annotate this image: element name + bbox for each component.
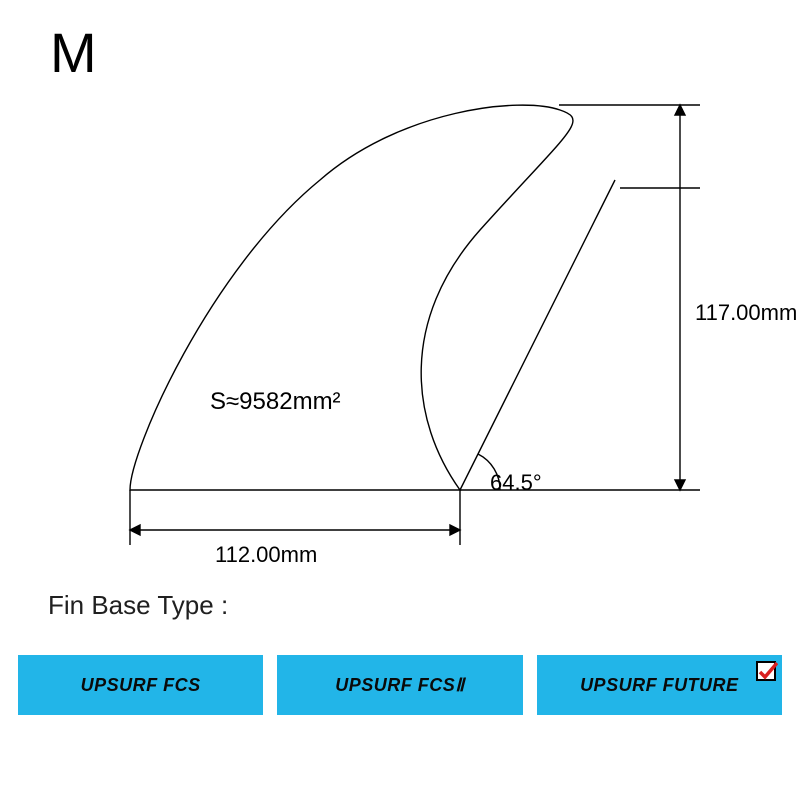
size-letter: M xyxy=(50,20,97,85)
fin-option-label: UPSURF FCS xyxy=(81,675,201,696)
fin-svg xyxy=(60,90,740,560)
fin-option-button[interactable]: UPSURF FCS xyxy=(18,655,263,715)
base-dimension-label: 112.00mm xyxy=(215,542,317,568)
fin-option-button[interactable]: UPSURF FUTURE xyxy=(537,655,782,715)
fin-base-type-label: Fin Base Type : xyxy=(48,590,228,621)
fin-option-button[interactable]: UPSURF FCSⅡ xyxy=(277,655,522,715)
area-label: S≈9582mm² xyxy=(210,388,341,416)
angle-label: 64.5° xyxy=(490,470,542,496)
check-icon xyxy=(756,661,778,683)
fin-base-options: UPSURF FCS UPSURF FCSⅡ UPSURF FUTURE xyxy=(0,655,800,715)
fin-diagram: S≈9582mm² 117.00mm 112.00mm 64.5° xyxy=(60,90,740,560)
height-dimension-label: 117.00mm xyxy=(695,300,797,326)
fin-option-label: UPSURF FCSⅡ xyxy=(335,675,464,696)
fin-option-label: UPSURF FUTURE xyxy=(580,675,739,696)
